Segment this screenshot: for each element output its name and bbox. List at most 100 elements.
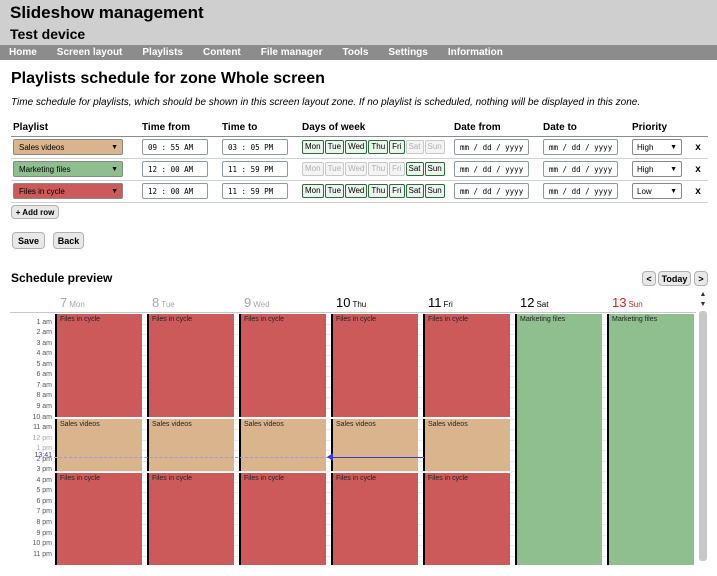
- chevron-down-icon: ▼: [111, 165, 118, 173]
- scroll-up-icon[interactable]: ▲: [699, 291, 707, 298]
- day-toggle-wed[interactable]: Wed: [345, 162, 368, 176]
- day-toggle-sat[interactable]: Sat: [405, 184, 424, 198]
- calendar-event[interactable]: Files in cycle: [239, 473, 326, 566]
- hour-label: 10 am: [32, 413, 52, 421]
- calendar-event[interactable]: Files in cycle: [423, 314, 510, 417]
- nav-screen-layout[interactable]: Screen layout: [56, 47, 123, 58]
- days-of-week-toggles: Mon Tue Wed Thu Fri Sat Sun: [302, 184, 450, 198]
- hour-label: 12 pm: [32, 434, 52, 442]
- save-button[interactable]: Save: [12, 232, 45, 249]
- playlist-select-value: Marketing files: [19, 164, 71, 174]
- calendar-event[interactable]: Files in cycle: [331, 314, 418, 417]
- priority-select[interactable]: High ▼: [632, 161, 682, 177]
- priority-select-value: Low: [637, 186, 652, 196]
- day-toggle-sat[interactable]: Sat: [405, 162, 424, 176]
- delete-row-button[interactable]: x: [688, 158, 708, 181]
- calendar-event[interactable]: Sales videos: [239, 418, 326, 472]
- time-from-input[interactable]: 12 : 00 AM: [142, 161, 208, 177]
- day-toggle-fri[interactable]: Fri: [389, 184, 405, 198]
- calendar-event[interactable]: Sales videos: [55, 418, 142, 472]
- time-to-input[interactable]: 03 : 05 PM: [222, 139, 288, 155]
- col-header-priority: Priority: [630, 120, 688, 137]
- nav-settings[interactable]: Settings: [388, 47, 428, 58]
- day-toggle-sun[interactable]: Sun: [424, 140, 445, 154]
- nav-information[interactable]: Information: [447, 47, 503, 58]
- nav-home[interactable]: Home: [9, 47, 37, 58]
- nav-tools[interactable]: Tools: [342, 47, 369, 58]
- day-toggle-sat[interactable]: Sat: [405, 140, 424, 154]
- date-to-input[interactable]: mm / dd / yyyy: [543, 139, 618, 155]
- event-title: Files in cycle: [152, 316, 193, 323]
- priority-select[interactable]: High ▼: [632, 139, 682, 155]
- date-from-input[interactable]: mm / dd / yyyy: [454, 183, 529, 199]
- calendar-event[interactable]: Files in cycle: [331, 473, 418, 566]
- nav-content[interactable]: Content: [202, 47, 241, 58]
- calendar-event[interactable]: Files in cycle: [55, 473, 142, 566]
- scrollbar-thumb[interactable]: [699, 311, 707, 561]
- hour-label: 8 pm: [36, 519, 52, 526]
- day-toggle-fri[interactable]: Fri: [389, 162, 405, 176]
- day-toggle-tue[interactable]: Tue: [324, 140, 345, 154]
- playlist-select[interactable]: Marketing files ▼: [13, 161, 123, 177]
- event-title: Sales videos: [428, 420, 468, 428]
- event-title: Files in cycle: [428, 316, 469, 323]
- date-from-input[interactable]: mm / dd / yyyy: [454, 161, 529, 177]
- date-from-input[interactable]: mm / dd / yyyy: [454, 139, 529, 155]
- day-number: 10: [336, 295, 351, 310]
- day-toggle-mon[interactable]: Mon: [302, 140, 324, 154]
- back-button[interactable]: Back: [53, 232, 84, 249]
- time-from-input[interactable]: 09 : 55 AM: [142, 139, 208, 155]
- scroll-down-icon[interactable]: ▼: [699, 301, 707, 308]
- schedule-rows: Sales videos ▼ 09 : 55 AM 03 : 05 PM Mon Tue W…: [11, 136, 708, 203]
- day-header: 8 Tue: [152, 295, 175, 310]
- nav-file-manager[interactable]: File manager: [260, 47, 323, 58]
- calendar-event[interactable]: Marketing files: [515, 314, 602, 566]
- day-toggle-wed[interactable]: Wed: [345, 140, 368, 154]
- hour-label: 4 pm: [36, 476, 52, 484]
- day-toggle-wed[interactable]: Wed: [345, 184, 368, 198]
- calendar-event[interactable]: Sales videos: [423, 418, 510, 472]
- delete-row-button[interactable]: x: [688, 180, 708, 203]
- day-toggle-mon[interactable]: Mon: [302, 184, 324, 198]
- nav-playlists[interactable]: Playlists: [142, 47, 183, 58]
- day-toggle-tue[interactable]: Tue: [324, 162, 345, 176]
- next-week-button[interactable]: >: [694, 271, 708, 286]
- day-name: Tue: [161, 300, 175, 309]
- today-button[interactable]: Today: [658, 271, 691, 286]
- date-to-input[interactable]: mm / dd / yyyy: [543, 183, 618, 199]
- calendar-event[interactable]: Sales videos: [147, 418, 234, 472]
- playlist-select[interactable]: Files in cycle ▼: [13, 183, 123, 199]
- priority-select-value: High: [637, 142, 654, 152]
- time-to-input[interactable]: 11 : 59 PM: [222, 161, 288, 177]
- date-to-input[interactable]: mm / dd / yyyy: [543, 161, 618, 177]
- calendar-event[interactable]: Files in cycle: [423, 473, 510, 566]
- priority-select[interactable]: Low ▼: [632, 183, 682, 199]
- calendar-event[interactable]: Marketing files: [607, 314, 694, 566]
- calendar-event[interactable]: Files in cycle: [55, 314, 142, 417]
- calendar-event[interactable]: Sales videos: [331, 418, 418, 472]
- playlist-select[interactable]: Sales videos ▼: [13, 139, 123, 155]
- current-time-line: [54, 457, 424, 459]
- time-to-input[interactable]: 11 : 59 PM: [222, 183, 288, 199]
- day-toggle-fri[interactable]: Fri: [389, 140, 405, 154]
- event-title: Files in cycle: [244, 475, 285, 483]
- calendar-scrollbar[interactable]: ▲ ▼: [697, 291, 709, 565]
- calendar-event[interactable]: Files in cycle: [239, 314, 326, 417]
- day-toggle-sun[interactable]: Sun: [424, 184, 445, 198]
- day-toggle-thu[interactable]: Thu: [368, 140, 389, 154]
- chevron-down-icon: ▼: [670, 187, 677, 195]
- time-from-input[interactable]: 12 : 00 AM: [142, 183, 208, 199]
- calendar-event[interactable]: Files in cycle: [147, 314, 234, 417]
- day-toggle-tue[interactable]: Tue: [324, 184, 345, 198]
- playlist-select-value: Files in cycle: [19, 186, 65, 196]
- day-toggle-sun[interactable]: Sun: [424, 162, 445, 176]
- day-toggle-mon[interactable]: Mon: [302, 162, 324, 176]
- hour-label: 8 am: [36, 392, 52, 400]
- prev-week-button[interactable]: <: [642, 271, 656, 286]
- col-header-date-from: Date from: [452, 120, 541, 137]
- delete-row-button[interactable]: x: [688, 136, 708, 159]
- day-toggle-thu[interactable]: Thu: [368, 184, 389, 198]
- add-row-button[interactable]: + Add row: [11, 205, 59, 219]
- calendar-event[interactable]: Files in cycle: [147, 473, 234, 566]
- day-toggle-thu[interactable]: Thu: [368, 162, 389, 176]
